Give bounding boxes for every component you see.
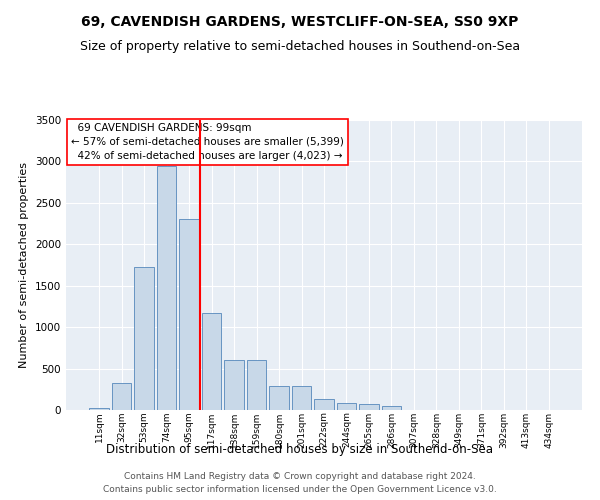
- Text: 69 CAVENDISH GARDENS: 99sqm
← 57% of semi-detached houses are smaller (5,399)
  : 69 CAVENDISH GARDENS: 99sqm ← 57% of sem…: [71, 123, 344, 161]
- Bar: [382, 406, 401, 410]
- Text: Contains HM Land Registry data © Crown copyright and database right 2024.: Contains HM Land Registry data © Crown c…: [124, 472, 476, 481]
- Text: Contains public sector information licensed under the Open Government Licence v3: Contains public sector information licen…: [103, 485, 497, 494]
- Bar: [224, 360, 244, 410]
- Text: Distribution of semi-detached houses by size in Southend-on-Sea: Distribution of semi-detached houses by …: [107, 442, 493, 456]
- Bar: [359, 404, 379, 410]
- Text: Size of property relative to semi-detached houses in Southend-on-Sea: Size of property relative to semi-detach…: [80, 40, 520, 53]
- Bar: [292, 386, 311, 410]
- Bar: [314, 399, 334, 410]
- Bar: [112, 384, 131, 410]
- Bar: [89, 408, 109, 410]
- Y-axis label: Number of semi-detached properties: Number of semi-detached properties: [19, 162, 29, 368]
- Bar: [134, 266, 154, 410]
- Bar: [337, 404, 356, 410]
- Bar: [269, 386, 289, 410]
- Bar: [157, 166, 176, 410]
- Text: 69, CAVENDISH GARDENS, WESTCLIFF-ON-SEA, SS0 9XP: 69, CAVENDISH GARDENS, WESTCLIFF-ON-SEA,…: [82, 15, 518, 29]
- Bar: [202, 313, 221, 410]
- Bar: [247, 360, 266, 410]
- Bar: [179, 220, 199, 410]
